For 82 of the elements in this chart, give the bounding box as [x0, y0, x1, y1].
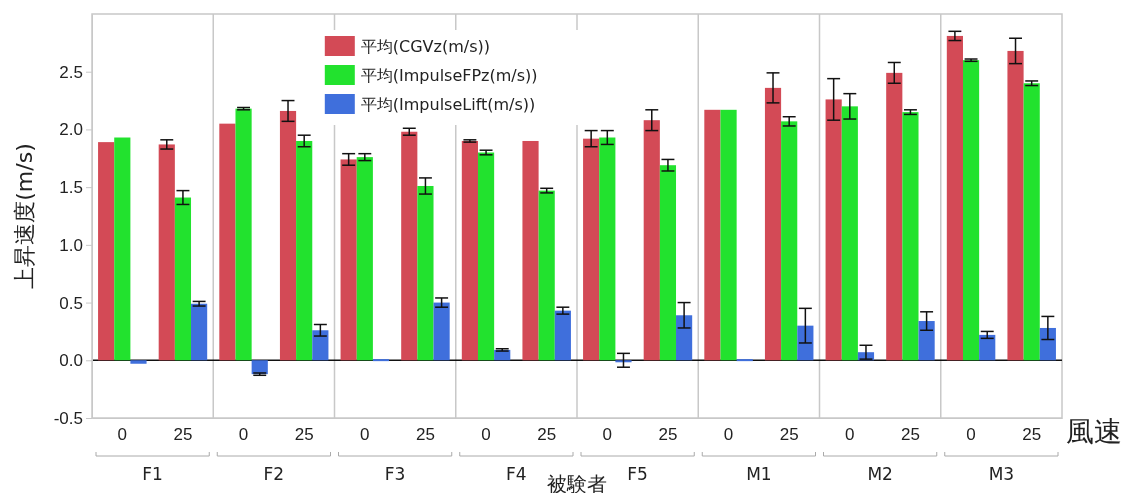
bar [962, 60, 980, 361]
x-tick-label: 25 [415, 425, 435, 445]
x-tick-label: 0 [845, 425, 855, 445]
bar [296, 140, 313, 361]
text: F3 [384, 464, 406, 484]
y-tick-label: 0.5 [59, 293, 83, 313]
bar [902, 112, 919, 361]
text: M2 [867, 464, 893, 484]
y-tick-label: 2.0 [59, 120, 83, 140]
bar [979, 334, 996, 361]
text: F2 [263, 464, 285, 484]
bar [886, 72, 903, 361]
text: F1 [142, 464, 163, 484]
bar [158, 144, 175, 361]
bar [1007, 50, 1024, 361]
bar [461, 140, 478, 361]
x-tick-label: 25 [537, 425, 557, 445]
text: M1 [746, 464, 772, 484]
x-tick-label: 0 [360, 425, 370, 445]
bar [797, 325, 814, 361]
x-tick-label: 0 [481, 425, 491, 445]
bar [340, 159, 357, 361]
x-tick-label: 25 [294, 425, 314, 445]
y-tick-label: 0.0 [59, 351, 83, 371]
bar [235, 108, 252, 361]
legend-label: 平均(ImpulseLift(m/s)) [360, 95, 536, 114]
bar [583, 138, 600, 361]
bar [522, 140, 539, 361]
bar [918, 321, 935, 361]
text: 風速 [1066, 415, 1122, 448]
bar [704, 109, 721, 361]
bar [417, 185, 434, 361]
bar [1039, 327, 1056, 361]
y-tick-label: 1.5 [59, 178, 83, 198]
bar [736, 359, 753, 362]
bar [312, 330, 329, 361]
x-tick-label: 25 [1022, 425, 1042, 445]
text: M3 [988, 464, 1015, 484]
bar [554, 310, 571, 361]
bar [401, 131, 418, 361]
bar [538, 190, 555, 361]
bar [764, 87, 782, 361]
legend-label: 平均(CGVz(m/s)) [360, 37, 490, 56]
y-axis-title: 上昇速度(m/s) [12, 143, 37, 289]
bar [720, 109, 737, 361]
bar [946, 35, 963, 361]
bar [781, 121, 798, 361]
x-tick-label: 25 [779, 425, 799, 445]
bar [279, 110, 297, 361]
x-tick-label: 0 [966, 425, 976, 445]
bar [676, 315, 693, 361]
x-tick-label: 0 [117, 425, 128, 445]
bar [219, 123, 236, 361]
bar [599, 137, 616, 361]
x-tick-label: 0 [602, 425, 613, 445]
x-tick-label: 0 [723, 425, 734, 445]
bar [825, 99, 842, 361]
x-tick-label: 25 [173, 425, 193, 445]
bar [433, 302, 450, 361]
y-tick-label: 2.5 [59, 62, 83, 82]
bar [477, 152, 495, 361]
bar [372, 359, 390, 362]
bar [841, 106, 858, 361]
x-tick-label: 25 [900, 425, 920, 445]
text: F4 [506, 464, 527, 484]
bar [130, 360, 147, 364]
bar [174, 197, 192, 361]
bar [356, 157, 373, 361]
legend-label: 平均(ImpulseFPz(m/s)) [360, 66, 538, 85]
bar [191, 303, 208, 361]
bar [615, 360, 632, 363]
bar [643, 120, 660, 361]
bar [1023, 83, 1040, 361]
y-tick-label: 1.0 [59, 235, 83, 255]
x-axis-title: 被験者 [547, 472, 607, 493]
x-tick-label: 25 [658, 425, 678, 445]
bar [114, 137, 131, 361]
y-tick-label: -0.5 [53, 408, 83, 428]
text: F5 [627, 464, 648, 484]
bar [659, 165, 677, 361]
x-tick-label: 0 [238, 425, 249, 445]
bar [98, 142, 115, 361]
